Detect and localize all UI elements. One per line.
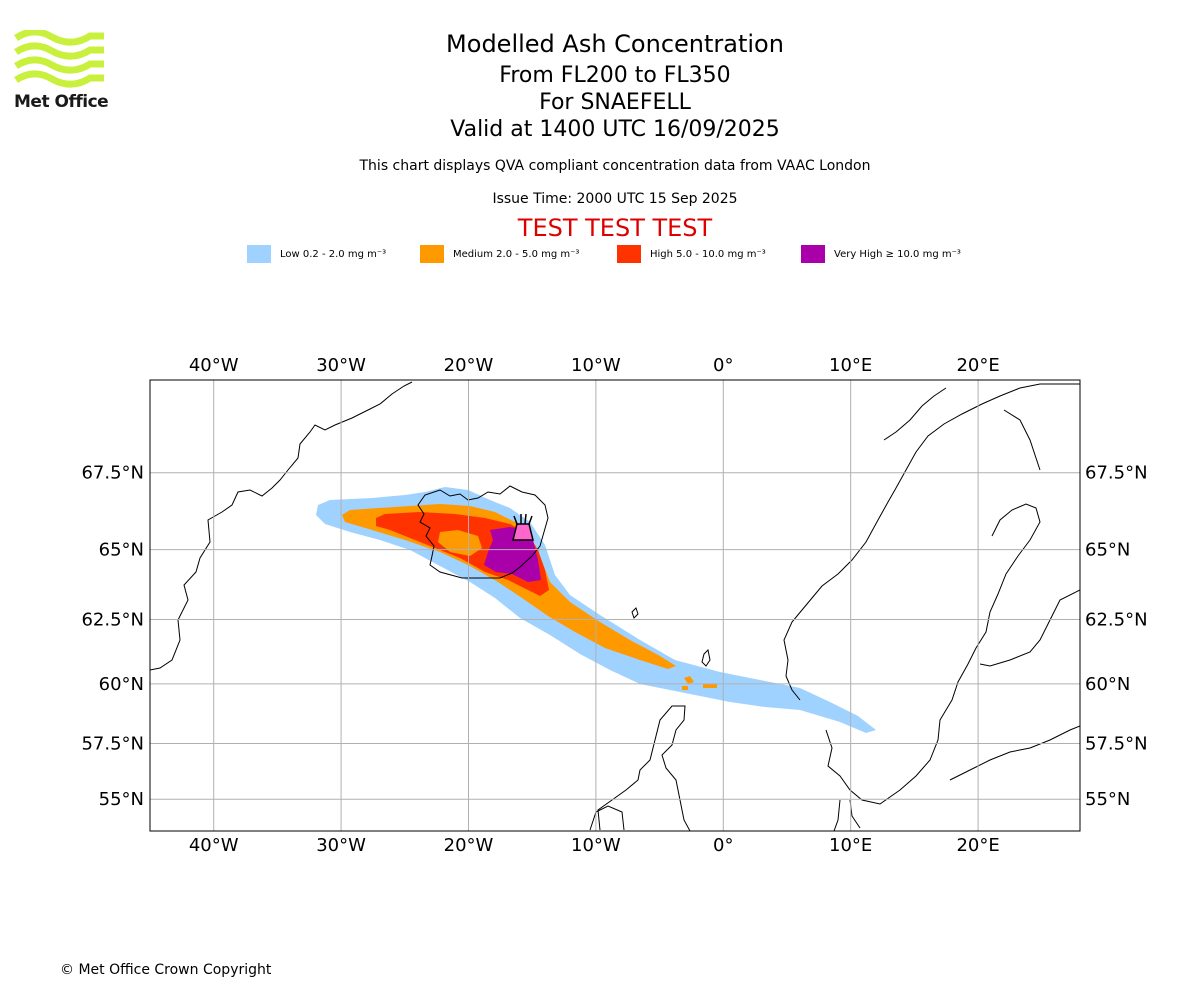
legend-item-medium: Medium 2.0 - 5.0 mg m⁻³ xyxy=(420,244,579,264)
longitude-tick-label: 40°W xyxy=(189,835,239,856)
longitude-tick-label: 10°E xyxy=(829,355,872,376)
legend-swatch-low xyxy=(247,245,271,263)
latitude-labels-left: 55°N 57.5°N 60°N 62.5°N 65°N 67.5°N xyxy=(81,463,144,811)
compliance-note: This chart displays QVA compliant concen… xyxy=(359,158,871,174)
latitude-tick-label: 57.5°N xyxy=(1085,734,1148,755)
norway-coast xyxy=(783,383,1080,701)
longitude-labels-top: 40°W 30°W 20°W 10°W 0° 10°E 20°E xyxy=(189,355,1000,376)
legend-label-high: High 5.0 - 10.0 mg m⁻³ xyxy=(650,248,766,260)
map-frame xyxy=(149,379,1081,832)
latitude-tick-label: 67.5°N xyxy=(1085,463,1148,484)
longitude-tick-label: 20°E xyxy=(956,355,999,376)
legend-label-medium: Medium 2.0 - 5.0 mg m⁻³ xyxy=(453,248,580,260)
ireland-coast xyxy=(589,805,625,831)
longitude-tick-label: 40°W xyxy=(189,355,239,376)
longitude-tick-label: 20°W xyxy=(444,835,494,856)
latitude-tick-label: 62.5°N xyxy=(81,610,144,631)
flight-level-range: From FL200 to FL350 xyxy=(499,63,731,88)
longitude-tick-label: 0° xyxy=(713,355,733,376)
sweden-coast xyxy=(825,503,1041,805)
volcano-icon xyxy=(512,513,534,541)
legend-item-very-high: Very High ≥ 10.0 mg m⁻³ xyxy=(801,244,961,264)
latitude-tick-label: 65°N xyxy=(1085,540,1130,561)
latitude-tick-label: 55°N xyxy=(1085,789,1130,810)
iceland-coast xyxy=(417,485,549,579)
legend-swatch-very-high xyxy=(801,245,825,263)
longitude-tick-label: 20°E xyxy=(956,835,999,856)
legend-item-low: Low 0.2 - 2.0 mg m⁻³ xyxy=(247,244,386,264)
legend-label-very-high: Very High ≥ 10.0 mg m⁻³ xyxy=(834,248,961,260)
longitude-tick-label: 10°W xyxy=(571,835,621,856)
met-office-logo-text: Met Office xyxy=(14,92,109,112)
ash-medium-fleck-1 xyxy=(684,676,694,684)
scotland-coast xyxy=(597,705,691,831)
coastlines xyxy=(150,381,1080,831)
legend-swatch-medium xyxy=(420,245,444,263)
longitude-tick-label: 30°W xyxy=(316,835,366,856)
shetland-coast xyxy=(701,648,711,667)
longitude-tick-label: 10°W xyxy=(571,355,621,376)
longitude-tick-label: 0° xyxy=(713,835,733,856)
baltic-coast xyxy=(949,725,1080,781)
map-gridlines xyxy=(150,380,1080,831)
latitude-tick-label: 55°N xyxy=(99,789,144,810)
longitude-tick-label: 30°W xyxy=(316,355,366,376)
legend-swatch-high xyxy=(617,245,641,263)
test-banner: TEST TEST TEST xyxy=(517,214,713,242)
issue-time: Issue Time: 2000 UTC 15 Sep 2025 xyxy=(492,191,738,207)
longitude-tick-label: 10°E xyxy=(829,835,872,856)
met-office-logo xyxy=(14,28,106,112)
longitude-labels-bottom: 40°W 30°W 20°W 10°W 0° 10°E 20°E xyxy=(189,835,1000,856)
faroe-coast xyxy=(631,607,639,619)
chart-title: Modelled Ash Concentration xyxy=(446,30,784,58)
finland-coast xyxy=(979,589,1080,667)
valid-time: Valid at 1400 UTC 16/09/2025 xyxy=(450,117,780,142)
latitude-labels-right: 55°N 57.5°N 60°N 62.5°N 65°N 67.5°N xyxy=(1085,463,1148,811)
latitude-tick-label: 60°N xyxy=(1085,674,1130,695)
legend-item-high: High 5.0 - 10.0 mg m⁻³ xyxy=(617,244,766,264)
volcano-name: For SNAEFELL xyxy=(539,90,691,115)
latitude-tick-label: 57.5°N xyxy=(81,734,144,755)
legend-label-low: Low 0.2 - 2.0 mg m⁻³ xyxy=(280,248,387,260)
svalbard-barents-coast xyxy=(883,387,1041,471)
met-office-wave-logo xyxy=(14,28,104,88)
copyright-notice: © Met Office Crown Copyright xyxy=(60,962,272,978)
latitude-tick-label: 67.5°N xyxy=(81,463,144,484)
greenland-coast xyxy=(150,381,413,671)
longitude-tick-label: 20°W xyxy=(444,355,494,376)
ash-medium-fleck-3 xyxy=(682,686,688,690)
map-background xyxy=(150,380,1080,831)
latitude-tick-label: 65°N xyxy=(99,540,144,561)
latitude-tick-label: 62.5°N xyxy=(1085,610,1148,631)
ash-medium-fleck-2 xyxy=(703,684,717,688)
latitude-tick-label: 60°N xyxy=(99,674,144,695)
ash-medium-region xyxy=(342,504,676,669)
